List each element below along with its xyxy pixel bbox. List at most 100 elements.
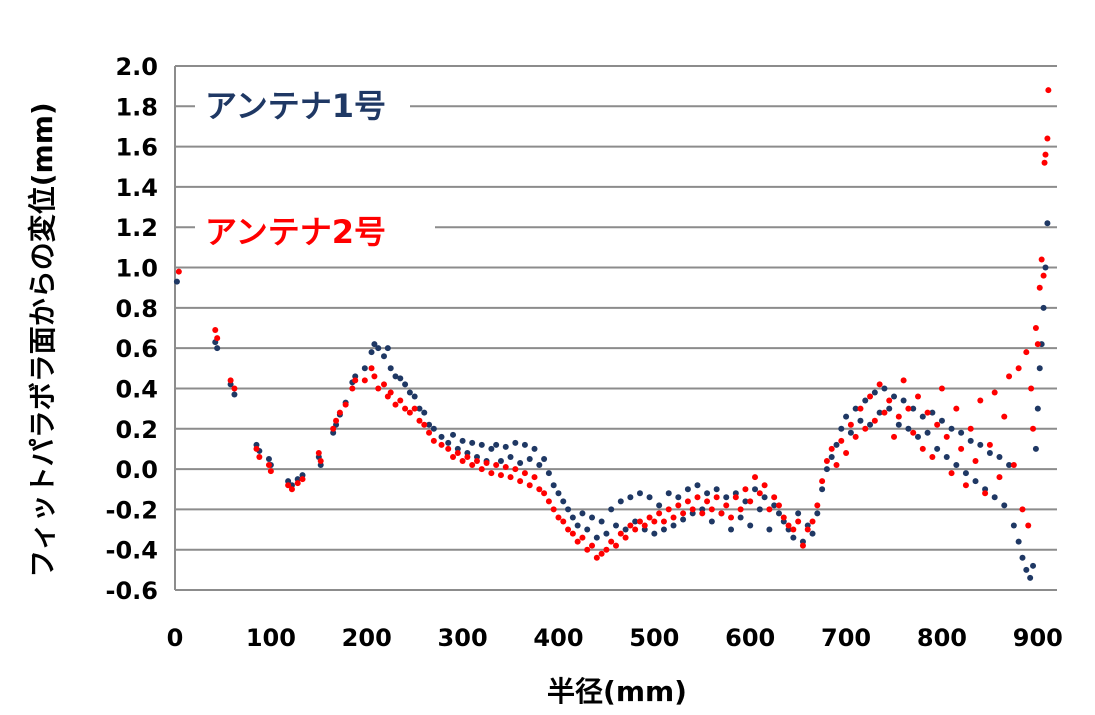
data-point <box>579 534 586 541</box>
data-point <box>742 498 749 505</box>
data-point <box>608 538 615 545</box>
data-point <box>402 381 409 388</box>
data-point <box>914 393 921 400</box>
data-point <box>924 429 931 436</box>
data-point <box>536 462 543 469</box>
data-point <box>285 482 292 489</box>
data-point <box>473 458 480 465</box>
legend: アンテナ1号 アンテナ2号 <box>195 85 435 254</box>
data-point <box>593 554 600 561</box>
data-point <box>421 421 428 428</box>
data-point <box>752 486 759 493</box>
data-point <box>1044 220 1051 227</box>
data-point <box>613 522 619 529</box>
data-point <box>1023 349 1030 356</box>
data-point <box>361 377 368 384</box>
data-point <box>660 526 667 533</box>
data-point <box>584 546 591 553</box>
data-point <box>536 486 543 493</box>
data-point <box>641 522 648 529</box>
data-point <box>919 445 926 452</box>
data-point <box>646 514 653 521</box>
x-tick-label: 800 <box>917 624 967 652</box>
data-point <box>775 502 782 509</box>
data-point <box>819 486 826 493</box>
data-point <box>713 486 720 493</box>
data-point <box>488 445 495 452</box>
data-point <box>651 530 658 537</box>
data-point <box>1027 574 1034 581</box>
y-tick-label: 0.6 <box>115 335 158 363</box>
data-point <box>900 397 907 404</box>
data-point <box>795 518 802 525</box>
data-point <box>336 409 343 416</box>
data-point <box>430 437 437 444</box>
data-point <box>723 494 730 501</box>
data-point <box>919 413 926 420</box>
data-point <box>411 393 418 400</box>
data-point <box>958 445 965 452</box>
data-point <box>406 389 413 396</box>
data-point <box>766 506 773 513</box>
y-tick-label: -0.6 <box>106 577 158 605</box>
data-point <box>771 494 778 501</box>
data-point <box>1006 462 1013 469</box>
data-point <box>756 490 763 497</box>
data-point <box>380 353 387 360</box>
data-point <box>833 462 840 469</box>
data-point <box>656 502 663 509</box>
data-point <box>910 405 917 412</box>
data-point <box>958 429 965 436</box>
data-point <box>371 373 378 380</box>
data-point <box>227 377 234 384</box>
data-point <box>361 365 368 372</box>
data-point <box>526 482 533 489</box>
data-point <box>569 530 576 537</box>
data-point <box>478 466 485 473</box>
data-point <box>876 409 883 416</box>
data-point <box>541 490 548 497</box>
data-point <box>438 441 445 448</box>
x-tick-label: 900 <box>1013 624 1063 652</box>
data-point <box>212 327 219 334</box>
data-point <box>982 490 989 497</box>
x-tick-label: 600 <box>725 624 775 652</box>
data-point <box>876 381 883 388</box>
data-point <box>617 498 624 505</box>
y-tick-label: 1.0 <box>115 255 158 283</box>
data-point <box>560 518 567 525</box>
data-point <box>574 538 581 545</box>
data-point <box>684 498 691 505</box>
data-point <box>438 433 445 440</box>
x-axis-label: 半径(mm) <box>547 675 687 708</box>
data-point <box>387 389 394 396</box>
data-point <box>1010 522 1017 529</box>
data-point <box>910 429 917 436</box>
legend-bg-2 <box>195 206 435 254</box>
data-point <box>828 445 835 452</box>
data-point <box>799 542 806 549</box>
x-tick-label: 500 <box>629 624 679 652</box>
data-point <box>371 341 378 348</box>
data-point <box>459 437 466 444</box>
data-point <box>1032 325 1039 331</box>
data-point <box>502 443 509 450</box>
data-point <box>294 480 301 487</box>
data-point <box>459 458 466 465</box>
data-point <box>785 522 792 529</box>
data-point <box>943 453 950 460</box>
data-point <box>728 526 735 533</box>
data-point <box>1030 425 1037 432</box>
data-point <box>881 409 888 416</box>
data-point <box>828 453 835 460</box>
data-point <box>684 486 691 493</box>
data-point <box>948 470 955 477</box>
data-point <box>867 421 874 428</box>
data-point <box>723 502 730 509</box>
data-point <box>814 502 821 509</box>
data-point <box>914 433 921 440</box>
data-point <box>929 453 936 460</box>
y-tick-label: 1.6 <box>115 134 158 162</box>
data-point <box>550 506 557 513</box>
